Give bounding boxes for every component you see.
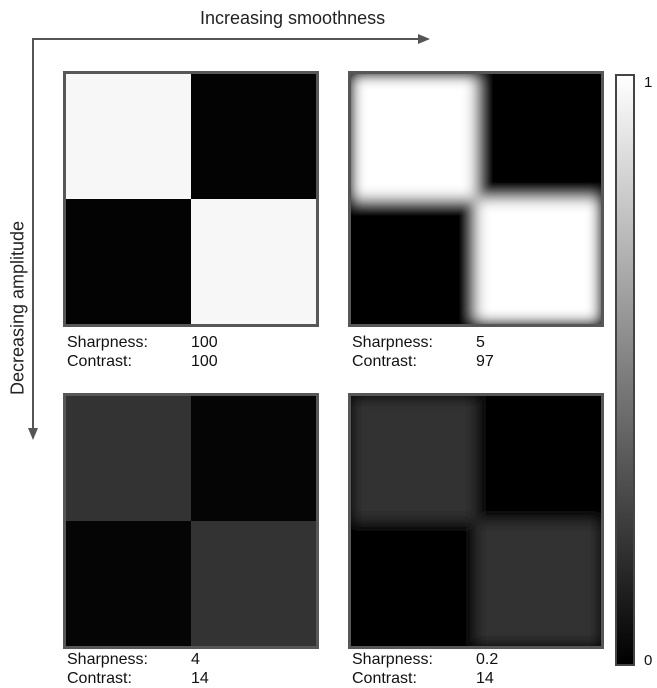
checkerboard-panel-3 — [63, 393, 319, 649]
checkerboard-image-3 — [66, 396, 316, 646]
contrast-label: Contrast: — [67, 353, 132, 370]
caption-panel-1: Sharpness: 100 Contrast: 100 — [67, 333, 218, 371]
colorbar-max-label: 1 — [644, 74, 653, 91]
sharpness-label: Sharpness: — [352, 651, 433, 668]
checkerboard-image-2 — [351, 74, 601, 324]
sharpness-value: 5 — [476, 334, 485, 351]
sharpness-label: Sharpness: — [67, 334, 148, 351]
colorbar — [615, 74, 635, 666]
light-square — [66, 74, 191, 199]
checkerboard-panel-2 — [348, 71, 604, 327]
dark-square — [476, 396, 601, 521]
light-square — [191, 199, 316, 324]
dark-square — [351, 521, 476, 646]
light-square — [351, 74, 476, 199]
y-axis-label: Decreasing amplitude — [7, 220, 28, 396]
colorbar-min-label: 0 — [644, 652, 653, 669]
light-square — [351, 396, 476, 521]
dark-square — [191, 396, 316, 521]
contrast-label: Contrast: — [352, 353, 417, 370]
dark-square — [66, 199, 191, 324]
sharpness-label: Sharpness: — [352, 334, 433, 351]
light-square — [476, 199, 601, 324]
caption-panel-3: Sharpness: 4 Contrast: 14 — [67, 650, 209, 688]
contrast-value: 100 — [191, 353, 218, 370]
sharpness-value: 100 — [191, 334, 218, 351]
light-square — [191, 521, 316, 646]
contrast-label: Contrast: — [67, 670, 132, 687]
checkerboard-image-4 — [351, 396, 601, 646]
contrast-value: 14 — [476, 670, 494, 687]
checkerboard-image-1 — [66, 74, 316, 324]
dark-square — [351, 199, 476, 324]
sharpness-value: 0.2 — [476, 651, 499, 668]
sharpness-value: 4 — [191, 651, 200, 668]
light-square — [66, 396, 191, 521]
caption-panel-2: Sharpness: 5 Contrast: 97 — [352, 333, 494, 371]
contrast-label: Contrast: — [352, 670, 417, 687]
light-square — [476, 521, 601, 646]
checkerboard-panel-1 — [63, 71, 319, 327]
sharpness-label: Sharpness: — [67, 651, 148, 668]
checkerboard-panel-4 — [348, 393, 604, 649]
contrast-value: 97 — [476, 353, 494, 370]
dark-square — [191, 74, 316, 199]
caption-panel-4: Sharpness: 0.2 Contrast: 14 — [352, 650, 498, 688]
x-axis-label: Increasing smoothness — [200, 8, 386, 28]
dark-square — [66, 521, 191, 646]
contrast-value: 14 — [191, 670, 209, 687]
dark-square — [476, 74, 601, 199]
